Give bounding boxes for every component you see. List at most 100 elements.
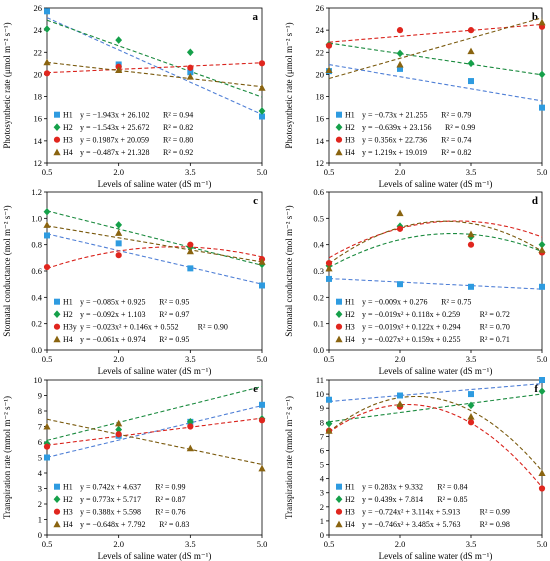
data-point-h3	[467, 241, 475, 248]
data-point-h1	[397, 65, 403, 72]
data-point-h2	[538, 240, 546, 249]
legend-r2: R² = 0.99	[480, 508, 510, 517]
legend-name-h1: H1	[345, 483, 355, 492]
x-axis-label: Levels of saline water (dS m⁻¹)	[379, 179, 493, 189]
legend-name-h2: H2	[63, 495, 73, 504]
legend-r2: R² = 0.97	[159, 310, 189, 319]
x-tick-label: 5.0	[537, 354, 548, 364]
x-tick-label: 5.0	[537, 167, 548, 177]
data-point-h4	[115, 419, 123, 427]
x-tick-label: 2.0	[113, 539, 124, 549]
x-axis-label: Levels of saline water (dS m⁻¹)	[98, 366, 212, 376]
legend-name-h3: H3	[63, 508, 73, 517]
legend-r2: R² = 0.85	[437, 495, 467, 504]
x-axis-label: Levels of saline water (dS m⁻¹)	[98, 551, 212, 561]
trend-line-h4	[46, 61, 263, 88]
legend-name-h1: H1	[63, 483, 73, 492]
data-point-h2	[43, 207, 51, 216]
data-point-h2	[538, 70, 546, 79]
data-point-h2	[396, 49, 404, 58]
y-tick-label: 12	[316, 158, 325, 168]
panel-letter: e	[253, 383, 258, 395]
data-point-h2	[258, 107, 266, 115]
trend-line-h3	[328, 220, 543, 259]
legend-equation: y = 1.219x + 19.019	[362, 148, 427, 157]
legend-name-h3: H3	[345, 136, 355, 145]
legend-r2: R² = 0.95	[159, 335, 189, 344]
x-tick-label: 2.0	[395, 354, 406, 364]
data-point-h2	[325, 419, 333, 428]
legend-name-h1: H1	[63, 298, 73, 307]
y-tick-label: 16	[34, 114, 43, 124]
data-point-h2	[186, 418, 194, 426]
legend-equation: y = −1.543x + 25.672	[80, 123, 150, 132]
x-tick-label: 3.5	[185, 539, 196, 549]
legend-r2: R² = 0.72	[480, 310, 510, 319]
trend-line-h3	[46, 417, 263, 446]
legend-name-h4: H4	[63, 148, 73, 157]
y-tick-label: 20	[316, 69, 325, 79]
legend-name-h3: H3	[63, 136, 73, 145]
x-tick-label: 2.0	[113, 167, 124, 177]
x-tick-label: 5.0	[537, 539, 548, 549]
trend-line-h1	[328, 277, 543, 290]
y-tick-label: 24	[34, 25, 43, 35]
y-tick-label: 12	[34, 158, 43, 168]
data-point-h3	[258, 60, 266, 67]
data-point-h3	[43, 70, 51, 77]
data-point-h4	[396, 60, 404, 68]
data-point-h3	[115, 431, 122, 438]
data-point-h1	[44, 232, 50, 239]
data-point-h1	[468, 391, 474, 398]
legend-marker-h1	[336, 111, 342, 118]
legend-equation: y = −0.085x + 0.925	[80, 298, 146, 307]
y-tick-label: 1.0	[31, 213, 42, 223]
trend-line-h2	[46, 385, 263, 441]
x-axis-label: Levels of saline water (dS m⁻¹)	[379, 551, 493, 561]
data-point-h4	[467, 47, 475, 55]
data-point-h4	[43, 422, 51, 430]
data-point-h2	[467, 401, 475, 410]
legend-r2: R² = 0.82	[441, 148, 471, 157]
x-tick-label: 2.0	[395, 167, 406, 177]
legend-marker-h1	[54, 483, 60, 490]
legend-marker-h4	[53, 148, 61, 156]
data-point-h4	[396, 209, 404, 217]
data-point-h1	[44, 8, 50, 15]
data-point-h1	[539, 377, 545, 383]
data-point-h4	[115, 66, 123, 73]
data-point-h4	[467, 413, 475, 420]
trend-line-h2	[46, 19, 263, 98]
y-tick-label: 5	[38, 453, 42, 463]
y-axis-label: Stomatal conductance (mol m⁻² s⁻¹)	[284, 205, 294, 336]
x-axis-label: Levels of saline water (dS m⁻¹)	[98, 179, 212, 189]
data-point-h3	[467, 419, 475, 426]
y-tick-label: 1	[320, 516, 324, 526]
y-tick-label: 0.0	[313, 345, 324, 355]
y-tick-label: 14	[316, 136, 325, 146]
data-point-h4	[115, 229, 123, 236]
panel-letter: c	[253, 195, 258, 207]
y-axis-label: Stomatal conductance (mol m⁻² s⁻¹)	[2, 205, 12, 336]
y-tick-label: 22	[34, 47, 43, 57]
panel-c: 0.0 0.2 0.4 0.6 0.8 1.0 1.2 0.5 2.0 3.5 5.0 Levels …	[2, 187, 267, 376]
y-tick-label: 0.8	[31, 240, 42, 250]
data-point-h4	[538, 469, 546, 476]
y-tick-label: 11	[316, 375, 324, 385]
panel-e: 0 1 2 3 4 5 6 7 8 9 10 0.5 2.0 3.5 5.0 Levels of saline…	[2, 375, 267, 561]
y-axis-label: Transpiration rate (mmol m⁻² s⁻¹)	[284, 396, 294, 519]
data-point-h3	[538, 485, 546, 492]
data-point-h2	[43, 439, 51, 448]
y-tick-label: 3	[38, 484, 42, 494]
legend-name-h2: H2	[63, 310, 73, 319]
legend-name-h2: H2	[63, 123, 73, 132]
legend-r2: R² = 0.92	[163, 148, 193, 157]
legend-marker-h3	[335, 508, 343, 515]
trend-line-h1	[46, 17, 263, 115]
x-tick-label: 0.5	[324, 167, 335, 177]
data-point-h2	[186, 48, 194, 57]
y-tick-label: 16	[316, 114, 325, 124]
legend-marker-h4	[335, 520, 343, 528]
trend-line-h4	[46, 225, 263, 263]
legend-equation: y = −0.027x² + 0.159x + 0.255	[362, 335, 460, 344]
